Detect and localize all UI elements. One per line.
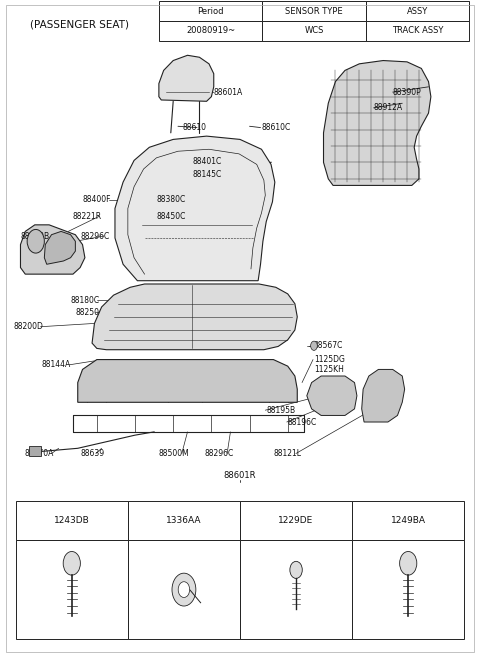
- Text: 88401C: 88401C: [192, 157, 222, 166]
- Text: 88121L: 88121L: [274, 449, 301, 458]
- Text: (PASSENGER SEAT): (PASSENGER SEAT): [30, 19, 129, 30]
- Bar: [29, 446, 41, 456]
- Circle shape: [27, 230, 44, 253]
- Text: 1125DG: 1125DG: [314, 355, 345, 364]
- Bar: [352, 541, 464, 639]
- Bar: [240, 501, 352, 541]
- Text: 88296C: 88296C: [80, 232, 109, 240]
- Text: 88500M: 88500M: [159, 449, 190, 458]
- Bar: [240, 541, 352, 639]
- Text: SENSOR TYPE: SENSOR TYPE: [285, 7, 343, 16]
- Polygon shape: [115, 136, 275, 280]
- Text: 20080919~: 20080919~: [186, 26, 235, 36]
- Polygon shape: [92, 284, 297, 350]
- Polygon shape: [324, 61, 431, 185]
- Text: 88610C: 88610C: [262, 123, 291, 132]
- Text: 88601A: 88601A: [214, 88, 243, 96]
- Text: 88912A: 88912A: [373, 104, 403, 112]
- Text: 1336AA: 1336AA: [166, 516, 202, 525]
- Bar: [128, 501, 240, 541]
- Polygon shape: [44, 232, 75, 264]
- Text: 88970A: 88970A: [24, 449, 54, 458]
- Text: 88400F: 88400F: [83, 195, 111, 205]
- Circle shape: [400, 552, 417, 575]
- Text: 88296C: 88296C: [204, 449, 233, 458]
- Text: 88195B: 88195B: [266, 406, 295, 414]
- Circle shape: [290, 562, 302, 578]
- Bar: [159, 21, 262, 41]
- Text: 88450C: 88450C: [156, 212, 186, 221]
- Text: ASSY: ASSY: [407, 7, 428, 16]
- Text: 1243DB: 1243DB: [54, 516, 90, 525]
- Text: 88196C: 88196C: [288, 418, 317, 426]
- Text: 88200D: 88200D: [13, 322, 43, 331]
- Bar: [262, 1, 366, 21]
- Text: 88250: 88250: [75, 308, 99, 317]
- Text: 88601R: 88601R: [224, 471, 256, 480]
- Bar: [366, 1, 469, 21]
- Text: TRACK ASSY: TRACK ASSY: [392, 26, 443, 36]
- Bar: [16, 541, 128, 639]
- Text: WCS: WCS: [304, 26, 324, 36]
- Polygon shape: [362, 370, 405, 422]
- Text: 88221R: 88221R: [72, 212, 101, 221]
- Circle shape: [172, 573, 196, 606]
- Text: 88610: 88610: [183, 123, 207, 132]
- Circle shape: [63, 552, 80, 575]
- Text: 1125KH: 1125KH: [314, 365, 344, 374]
- Circle shape: [311, 341, 317, 350]
- Bar: [128, 541, 240, 639]
- Text: 88145C: 88145C: [192, 170, 222, 179]
- Bar: [262, 21, 366, 41]
- Text: 88180C: 88180C: [71, 296, 100, 305]
- Polygon shape: [21, 225, 85, 274]
- Text: 88752B: 88752B: [21, 232, 49, 240]
- Bar: [159, 1, 262, 21]
- Text: 88144A: 88144A: [42, 360, 71, 370]
- Text: 88390P: 88390P: [393, 88, 421, 96]
- Bar: [352, 501, 464, 541]
- Bar: [366, 21, 469, 41]
- Text: 88567C: 88567C: [314, 341, 343, 350]
- Bar: [16, 501, 128, 541]
- Polygon shape: [78, 360, 297, 403]
- Text: 1249BA: 1249BA: [391, 516, 426, 525]
- Text: 88380C: 88380C: [156, 195, 186, 205]
- Text: 88639: 88639: [80, 449, 104, 458]
- Text: 1229DE: 1229DE: [278, 516, 314, 525]
- Circle shape: [178, 581, 190, 597]
- Polygon shape: [307, 376, 357, 415]
- Polygon shape: [159, 55, 214, 101]
- Text: Period: Period: [197, 7, 224, 16]
